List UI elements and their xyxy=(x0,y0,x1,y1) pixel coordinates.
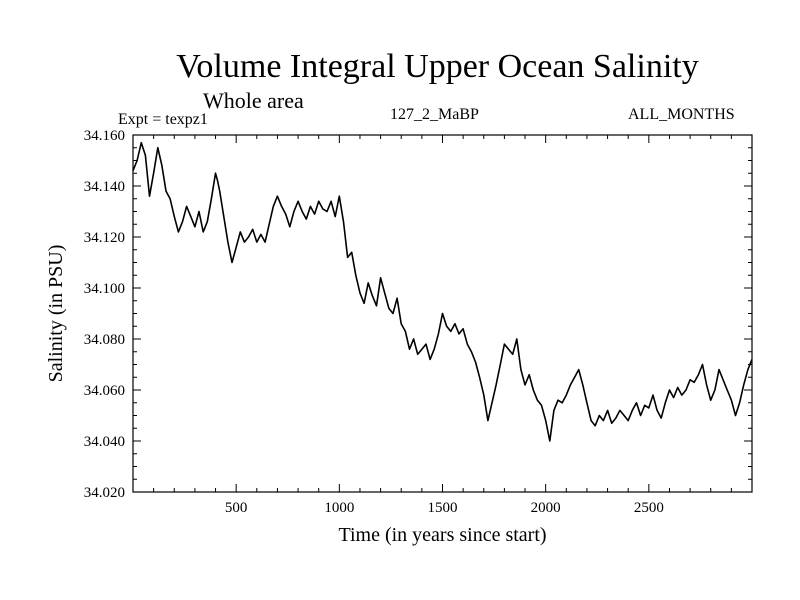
chart-title: Volume Integral Upper Ocean Salinity xyxy=(176,48,699,85)
x-tick-label: 500 xyxy=(225,500,248,516)
y-tick-label: 34.080 xyxy=(84,332,125,348)
axis-ticks xyxy=(133,134,752,493)
months-label: ALL_MONTHS xyxy=(628,106,735,123)
y-tick-label: 34.160 xyxy=(84,128,125,144)
y-tick-label: 34.040 xyxy=(84,434,125,450)
x-tick-label: 2500 xyxy=(634,500,664,516)
run-id-label: 127_2_MaBP xyxy=(390,106,479,123)
y-axis-title: Salinity (in PSU) xyxy=(45,245,67,383)
y-tick-label: 34.120 xyxy=(84,230,125,246)
axis-tick-labels: 500 1000 1500 2000 2500 34.020 34.040 34.060 34.… xyxy=(84,128,664,516)
y-tick-label: 34.100 xyxy=(84,281,125,297)
x-tick-label: 1500 xyxy=(428,500,458,516)
y-tick-label: 34.140 xyxy=(84,179,125,195)
chart-subtitle: Whole area xyxy=(203,88,304,113)
x-tick-label: 1000 xyxy=(324,500,354,516)
y-tick-label: 34.060 xyxy=(84,383,125,399)
x-axis-title: Time (in years since start) xyxy=(338,524,546,546)
y-tick-label: 34.020 xyxy=(84,485,125,501)
salinity-series-line xyxy=(132,141,753,442)
experiment-label: Expt = texpz1 xyxy=(118,111,208,128)
x-tick-label: 2000 xyxy=(531,500,561,516)
